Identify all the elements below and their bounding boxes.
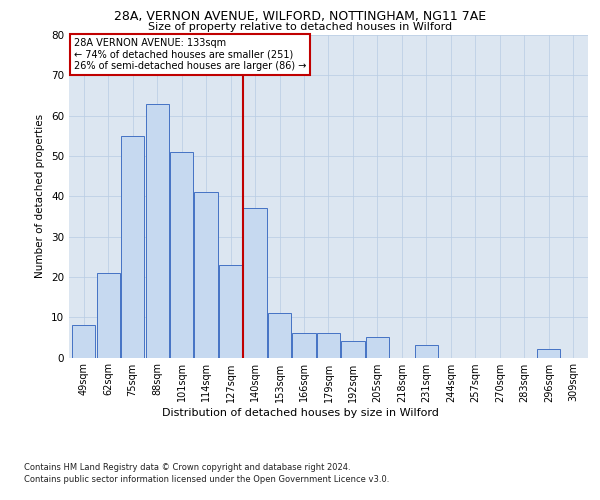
- Bar: [97, 273, 120, 357]
- Bar: [366, 338, 389, 357]
- Bar: [72, 325, 95, 358]
- Bar: [146, 104, 169, 358]
- Bar: [121, 136, 144, 358]
- Text: Contains HM Land Registry data © Crown copyright and database right 2024.: Contains HM Land Registry data © Crown c…: [24, 462, 350, 471]
- Text: Distribution of detached houses by size in Wilford: Distribution of detached houses by size …: [161, 408, 439, 418]
- Bar: [317, 334, 340, 357]
- Text: Size of property relative to detached houses in Wilford: Size of property relative to detached ho…: [148, 22, 452, 32]
- Y-axis label: Number of detached properties: Number of detached properties: [35, 114, 46, 278]
- Bar: [268, 313, 291, 358]
- Bar: [194, 192, 218, 358]
- Bar: [219, 265, 242, 358]
- Bar: [244, 208, 266, 358]
- Bar: [170, 152, 193, 358]
- Bar: [292, 334, 316, 357]
- Text: Contains public sector information licensed under the Open Government Licence v3: Contains public sector information licen…: [24, 475, 389, 484]
- Bar: [341, 342, 365, 357]
- Bar: [415, 346, 438, 358]
- Text: 28A, VERNON AVENUE, WILFORD, NOTTINGHAM, NG11 7AE: 28A, VERNON AVENUE, WILFORD, NOTTINGHAM,…: [114, 10, 486, 23]
- Bar: [537, 350, 560, 358]
- Text: 28A VERNON AVENUE: 133sqm
← 74% of detached houses are smaller (251)
26% of semi: 28A VERNON AVENUE: 133sqm ← 74% of detac…: [74, 38, 307, 72]
